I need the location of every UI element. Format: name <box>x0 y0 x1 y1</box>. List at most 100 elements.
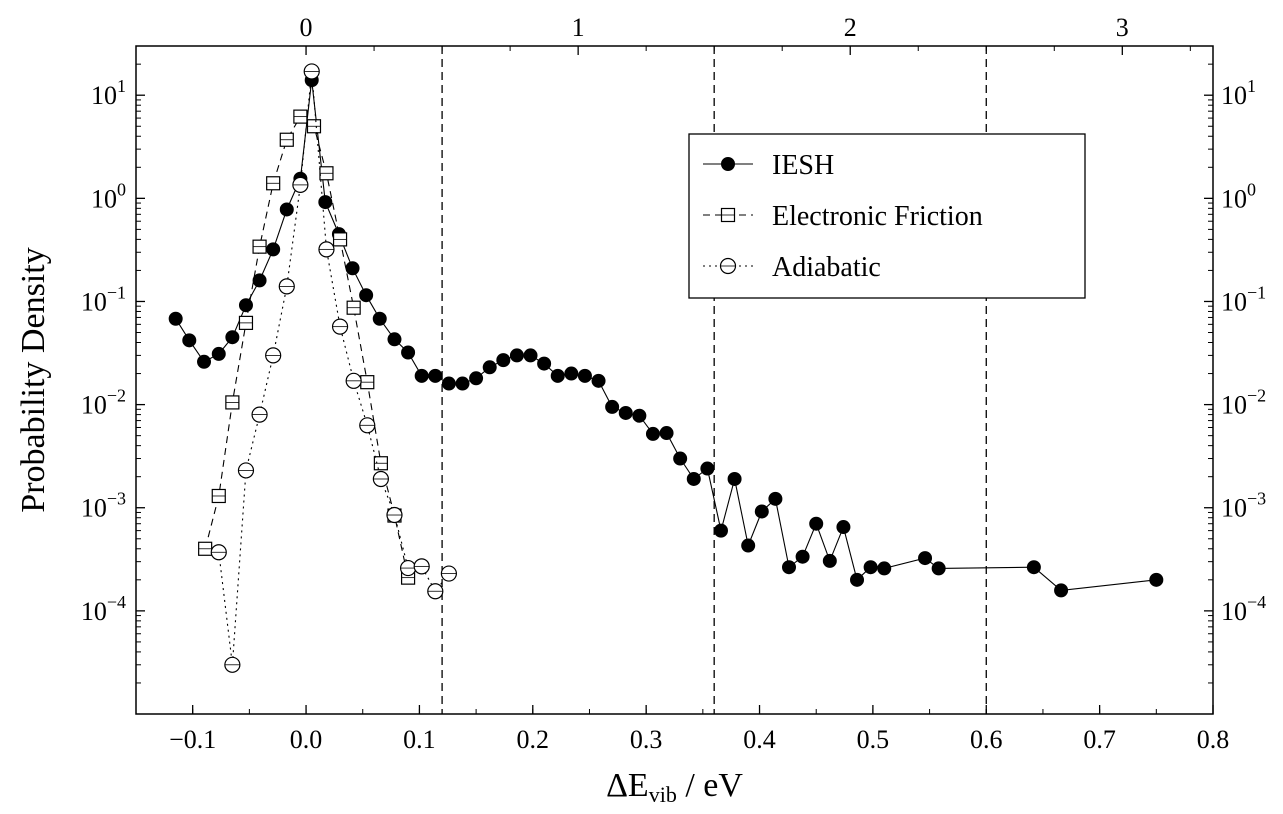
x-tick-label: 0.4 <box>743 725 776 754</box>
data-point <box>197 354 212 369</box>
y-tick-exponent: −3 <box>107 489 126 509</box>
data-point <box>182 333 197 348</box>
data-point <box>318 195 333 210</box>
x-axis-label-unit: / eV <box>677 767 744 804</box>
data-point <box>279 202 294 217</box>
top-tick-label: 1 <box>572 13 585 42</box>
data-point <box>238 298 253 313</box>
y-tick-exponent: −2 <box>1247 386 1266 406</box>
y-tick-label-left: 100 <box>91 179 126 213</box>
x-tick-label: 0.7 <box>1083 725 1116 754</box>
data-point <box>741 538 756 553</box>
series-line <box>218 71 450 665</box>
data-point <box>225 330 240 345</box>
legend-label: Electronic Friction <box>772 201 983 232</box>
data-point <box>836 520 851 535</box>
y-tick-base: 10 <box>1221 81 1247 110</box>
data-point <box>700 461 715 476</box>
y-tick-exponent: −1 <box>1247 282 1266 302</box>
data-point <box>550 368 565 383</box>
y-tick-base: 10 <box>81 391 107 420</box>
data-point <box>632 408 647 423</box>
data-point <box>591 373 606 388</box>
legend-label: IESH <box>772 150 834 181</box>
data-point <box>645 426 660 441</box>
data-point <box>850 572 865 587</box>
data-point <box>918 551 933 566</box>
y-axis-label: Probability Density <box>15 247 52 512</box>
data-point <box>469 371 484 386</box>
y-tick-base: 10 <box>91 184 117 213</box>
data-point <box>387 332 402 347</box>
y-tick-exponent: −1 <box>107 282 126 302</box>
data-point <box>863 560 878 575</box>
data-point <box>372 311 387 326</box>
data-point <box>931 561 946 576</box>
data-point <box>359 288 374 303</box>
y-tick-label-left: 101 <box>91 76 126 110</box>
data-point <box>564 366 579 381</box>
y-tick-label-left: 10−4 <box>81 592 126 626</box>
top-tick-label: 0 <box>300 13 313 42</box>
data-point <box>713 523 728 538</box>
x-axis-label-subscript: vib <box>649 782 677 807</box>
y-tick-label-right: 10−4 <box>1221 592 1266 626</box>
x-tick-label: 0.5 <box>857 725 890 754</box>
legend: IESH Electronic Friction Adiabatic <box>688 133 1086 299</box>
data-point <box>523 348 538 363</box>
data-point <box>509 348 524 363</box>
legend-marker <box>721 157 735 171</box>
x-tick-label: 0.3 <box>630 725 663 754</box>
data-point <box>345 261 360 276</box>
data-point <box>754 504 769 519</box>
data-point <box>877 561 892 576</box>
data-point <box>809 516 824 531</box>
y-tick-exponent: −2 <box>107 386 126 406</box>
y-tick-label-right: 10−1 <box>1221 282 1266 316</box>
data-point <box>441 376 456 391</box>
y-tick-exponent: 0 <box>1247 179 1256 199</box>
series-iesh <box>168 73 1164 598</box>
x-tick-label: −0.1 <box>169 725 216 754</box>
y-tick-base: 10 <box>1221 287 1247 316</box>
data-point <box>482 360 497 375</box>
data-point <box>1026 560 1041 575</box>
plot-frame <box>135 45 1214 715</box>
data-point <box>727 471 742 486</box>
data-point <box>822 553 837 568</box>
y-tick-base: 10 <box>91 81 117 110</box>
ticks-layer: −0.1 0.0 0.1 0.2 0.3 0.4 0.5 0.6 0.7 0.80 1 2 310−4 1… <box>81 13 1266 754</box>
y-tick-exponent: 0 <box>117 179 126 199</box>
y-tick-exponent: 1 <box>117 76 126 96</box>
x-tick-label: 0.0 <box>290 725 323 754</box>
y-tick-label-right: 101 <box>1221 76 1256 110</box>
data-point <box>659 426 674 441</box>
data-point <box>496 353 511 368</box>
y-tick-exponent: −3 <box>1247 489 1266 509</box>
x-tick-label: 0.1 <box>403 725 436 754</box>
x-tick-label: 0.8 <box>1197 725 1230 754</box>
x-tick-label: 0.6 <box>970 725 1003 754</box>
y-tick-label-right: 10−2 <box>1221 386 1266 420</box>
data-point <box>605 399 620 414</box>
data-point <box>401 345 416 360</box>
y-tick-exponent: 1 <box>1247 76 1256 96</box>
data-point <box>618 405 633 420</box>
y-tick-label-left: 10−2 <box>81 386 126 420</box>
data-point <box>686 471 701 486</box>
data-point <box>455 376 470 391</box>
data-point <box>782 560 797 575</box>
data-point <box>1054 583 1069 598</box>
data-point <box>266 242 281 257</box>
y-tick-label-left: 10−3 <box>81 489 126 523</box>
legend-box <box>688 133 1086 299</box>
y-tick-label-right: 100 <box>1221 179 1256 213</box>
data-point <box>211 346 226 361</box>
y-tick-base: 10 <box>81 597 107 626</box>
y-tick-label-left: 10−1 <box>81 282 126 316</box>
data-point <box>428 368 443 383</box>
data-point <box>673 451 688 466</box>
data-point <box>768 491 783 506</box>
x-axis-label: ΔEvib / eV <box>606 767 743 807</box>
